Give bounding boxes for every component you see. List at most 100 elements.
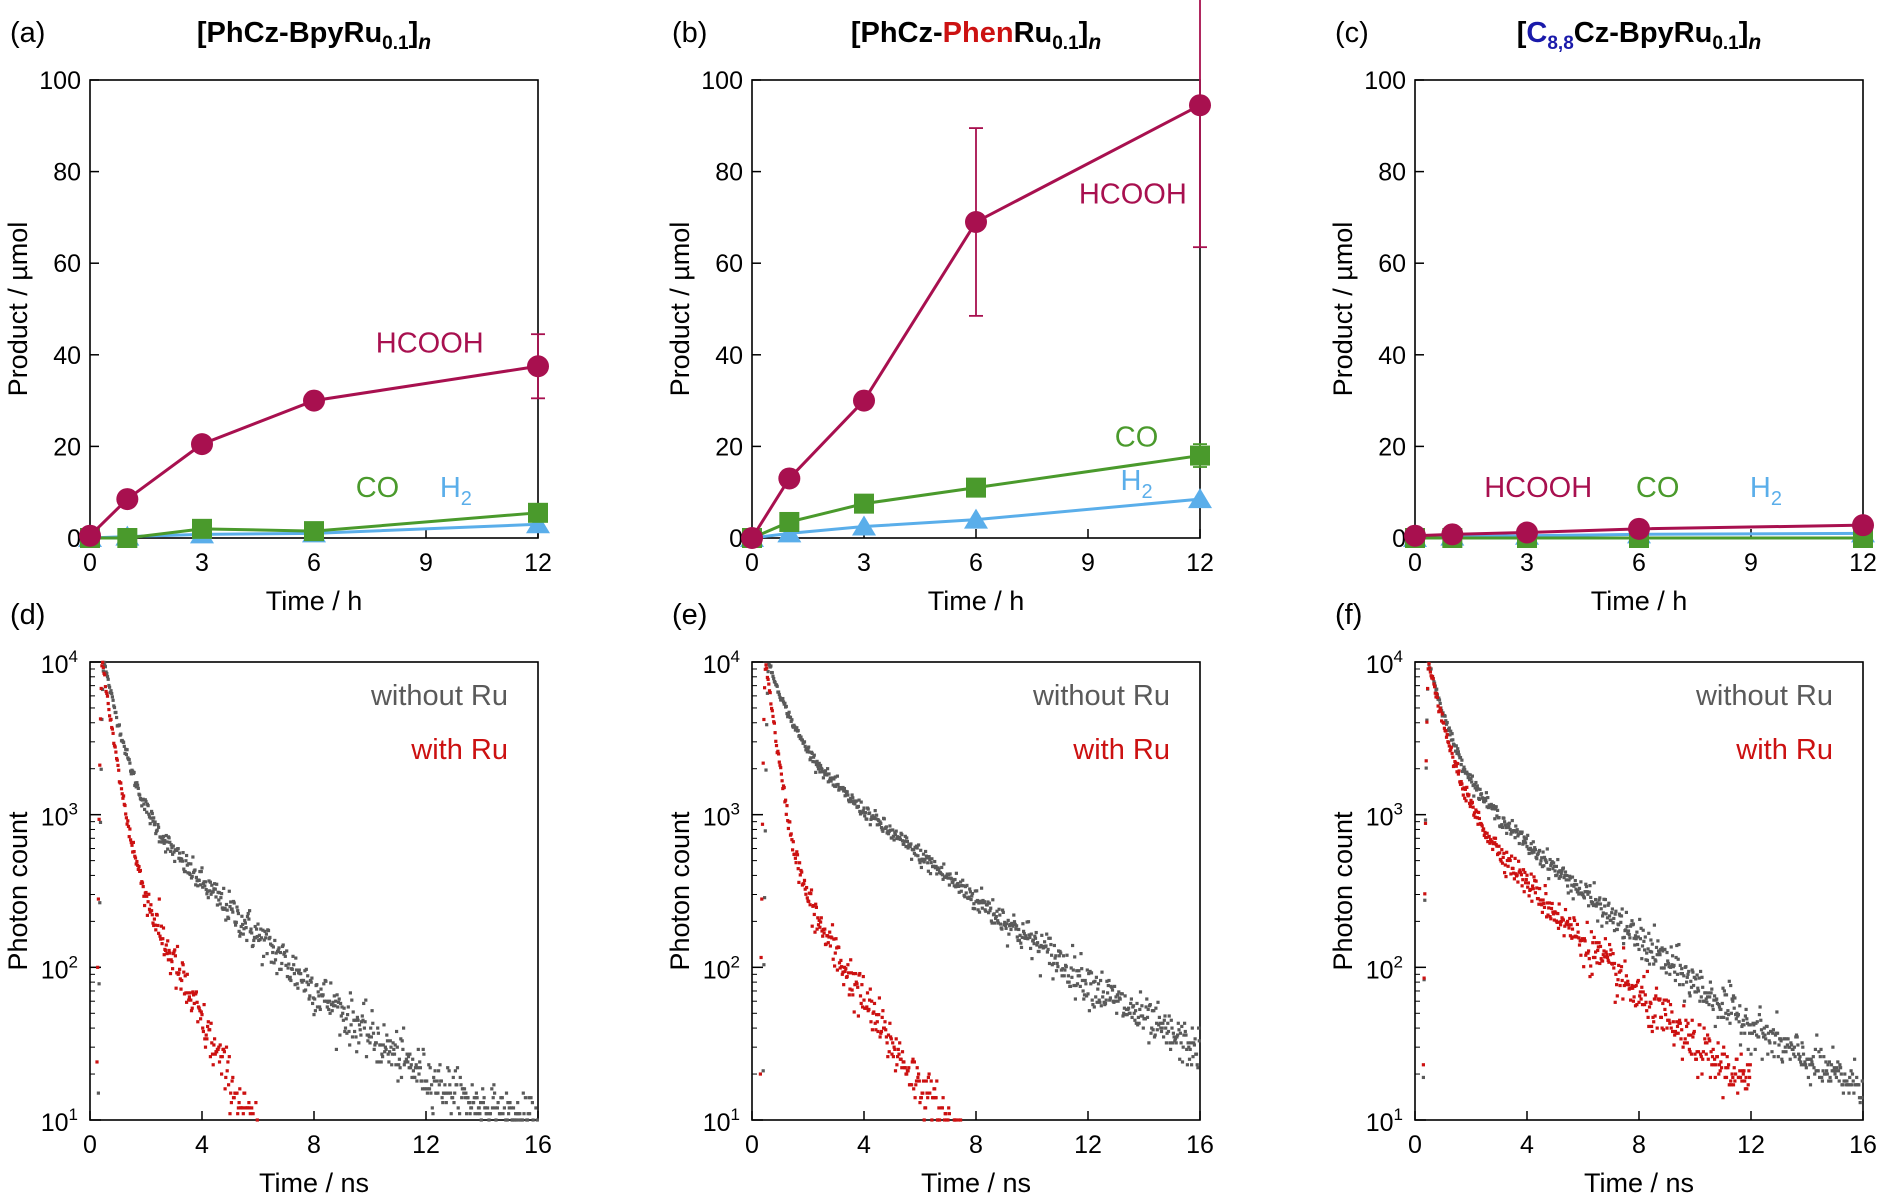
x-axis-label: Time / h [928,586,1025,616]
decay-point [448,1091,453,1095]
decay-point [218,1043,222,1047]
decay-point [1675,1020,1679,1024]
decay-point [185,972,189,976]
decay-point [189,862,193,866]
decay-point [1622,983,1626,988]
decay-point [430,1083,434,1087]
decay-point [208,889,212,893]
decay-point [915,846,919,850]
decay-point [247,1101,251,1105]
decay-point [1641,990,1645,994]
decay-point [491,1096,495,1100]
decay-point [245,938,249,943]
decay-point [832,777,836,781]
decay-point [1568,934,1572,938]
decay-point [170,960,174,964]
decay-point [1845,1079,1849,1083]
y-tick-label: 0 [67,525,81,553]
decay-point [1674,955,1678,960]
decay-point [1710,1055,1715,1059]
decay-point [854,980,858,984]
decay-point [259,927,263,931]
decay-point [136,783,140,787]
decay-point [113,745,117,749]
decay-point [209,892,213,896]
decay-point [1679,1037,1683,1041]
decay-point [1684,965,1688,969]
decay-point [1631,986,1635,990]
decay-point [311,1001,315,1006]
decay-point [1843,1072,1847,1076]
data-point [964,508,988,529]
decay-point [315,1005,320,1009]
decay-point [1720,1015,1724,1019]
decay-point [1588,974,1592,979]
decay-point [1508,858,1512,863]
decay-point [868,987,872,991]
decay-point [967,895,971,899]
decay-point [1601,914,1605,918]
decay-point [377,1060,381,1064]
decay-point [1661,1028,1666,1032]
decay-point [1493,841,1497,845]
decay-point [171,844,175,848]
decay-point [308,994,312,998]
decay-point [105,675,110,679]
decay-point [431,1112,435,1116]
decay-point [1616,978,1620,982]
decay-point [333,1004,337,1008]
decay-point [256,922,260,926]
decay-point [1151,1028,1155,1032]
title-n: n [1088,31,1101,54]
decay-point [1029,946,1033,951]
decay-point [1741,1018,1745,1022]
decay-point [1683,1037,1687,1041]
decay-point [765,691,769,695]
decay-point [197,878,201,883]
decay-point [1680,1057,1684,1061]
decay-point [1155,1028,1159,1032]
decay-point [410,1075,414,1080]
decay-point [823,927,827,931]
decay-point [791,840,795,844]
decay-point [1748,1023,1752,1027]
decay-point [911,1057,915,1061]
decay-point [200,866,204,870]
decay-point [145,810,149,814]
decay-point [1500,823,1504,827]
decay-point [777,760,781,764]
decay-point [1596,945,1600,949]
decay-point [1176,1033,1180,1037]
decay-point [1832,1069,1836,1073]
decay-point [117,723,121,727]
title-highlight-sub: 8,8 [1547,33,1573,54]
decay-point [1162,1035,1166,1039]
decay-point [107,707,111,712]
decay-point [1451,755,1455,759]
decay-point [1533,846,1537,850]
decay-point [1600,924,1604,928]
decay-point [1060,974,1064,978]
decay-point [1726,1066,1730,1070]
tick-exp: 4 [69,647,78,666]
decay-point [1472,783,1477,787]
decay-point [190,874,194,879]
decay-point [402,1026,406,1030]
decay-point [1452,764,1456,768]
decay-point [344,1017,348,1021]
decay-point [1637,1000,1641,1004]
decay-point [220,892,224,896]
decay-point [1150,1026,1154,1030]
decay-point [1459,779,1463,784]
decay-point [108,685,112,689]
y-tick-label: 101 [703,1105,740,1137]
decay-point [993,921,997,925]
decay-point [1579,953,1583,957]
decay-point [290,967,294,971]
decay-point [1167,1014,1171,1018]
decay-point [928,872,933,876]
decay-point [292,971,296,976]
decay-point [1500,825,1505,830]
decay-point [1673,1029,1677,1034]
decay-point [1587,890,1591,894]
